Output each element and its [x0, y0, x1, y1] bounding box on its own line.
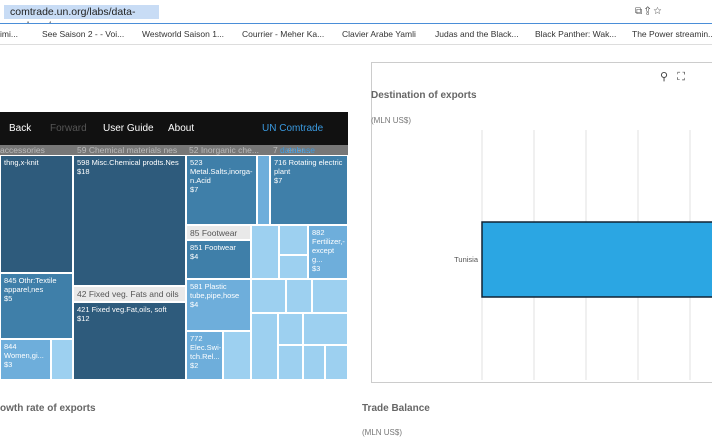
bookmark[interactable]: Courrier - Meher Ka...: [242, 29, 325, 39]
treemap-header: 52 Inorganic che...: [189, 145, 259, 155]
label: $7: [190, 185, 199, 194]
treemap-header: accessories: [0, 145, 45, 155]
treemap-cell[interactable]: [223, 331, 251, 380]
bookmark[interactable]: imi...: [0, 29, 18, 39]
bookmark[interactable]: Clavier Arabe Yamli: [342, 29, 416, 39]
treemap-cell[interactable]: [279, 255, 308, 279]
label: $12: [77, 314, 90, 323]
label: $4: [190, 252, 199, 261]
label: $18: [77, 167, 90, 176]
treemap-cell[interactable]: [251, 225, 279, 279]
label: 851 Footwear: [190, 243, 236, 252]
treemap-cell[interactable]: 882 Fertilizer,-except g... $3: [308, 225, 348, 279]
treemap-cell[interactable]: [303, 345, 325, 380]
treemap-cell[interactable]: 421 Fixed veg.Fat,oils, soft $12: [73, 302, 186, 380]
chart-title: Destination of exports: [371, 90, 477, 101]
label: $5: [4, 294, 13, 303]
treemap-cell[interactable]: [303, 313, 348, 345]
treemap-cell[interactable]: 716 Rotating electric plant $7: [270, 155, 348, 225]
treemap-cell[interactable]: 851 Footwear $4: [186, 240, 251, 279]
bookmarks-bar: [0, 23, 712, 45]
section-unit: (MLN US$): [362, 428, 403, 437]
nav-guide[interactable]: User Guide: [103, 123, 154, 134]
treemap-cell[interactable]: 598 Misc.Chemical prodts.Nes $18: [73, 155, 186, 286]
browser-icons[interactable]: ⧉ ⇪ ☆: [635, 6, 662, 17]
treemap-cell[interactable]: thng,x-knit: [0, 155, 73, 273]
bookmark[interactable]: The Power streamin...: [632, 29, 712, 39]
treemap-cell[interactable]: [278, 313, 303, 345]
label: 844 Women,gi...: [4, 342, 44, 360]
nav-back[interactable]: Back: [9, 123, 32, 134]
label: 716 Rotating electric plant: [274, 158, 343, 176]
label: $7: [274, 176, 283, 185]
label: 421 Fixed veg.Fat,oils, soft: [77, 305, 167, 314]
treemap-cell[interactable]: [251, 279, 286, 313]
label: 845 Othr:Textile apparel,nes: [4, 276, 57, 294]
bookmark[interactable]: Westworld Saison 1...: [142, 29, 225, 39]
nav-brand-2[interactable]: database: [280, 145, 315, 155]
treemap-header: 59 Chemical materials nes: [77, 145, 178, 155]
bookmark[interactable]: Judas and the Black...: [435, 29, 519, 39]
panel-icons[interactable]: ⚲ ⛶: [660, 71, 685, 83]
treemap-cell[interactable]: [51, 339, 73, 380]
bar[interactable]: [481, 221, 712, 298]
url[interactable]: comtrade.un.org/labs/data-explorer/: [4, 5, 159, 32]
exports-chart: Tunisia: [454, 130, 712, 380]
treemap-group: 42 Fixed veg. Fats and oils: [73, 286, 186, 302]
chart-unit: (MLN US$): [371, 116, 412, 125]
bookmark[interactable]: Black Panther: Wak...: [535, 29, 617, 39]
treemap-cell[interactable]: [312, 279, 348, 313]
nav-brand[interactable]: UN Comtrade: [262, 123, 324, 134]
label: 581 Plastic tube,pipe,hose: [190, 282, 240, 300]
label: 772 Elec.Swi-tch.Rel...: [190, 334, 222, 361]
label: $3: [4, 360, 13, 369]
label: thng,x-knit: [4, 158, 39, 167]
label: 598 Misc.Chemical prodts.Nes: [77, 158, 179, 167]
treemap-cell[interactable]: [325, 345, 348, 380]
label: $3: [312, 264, 321, 273]
treemap-cell[interactable]: 844 Women,gi... $3: [0, 339, 51, 380]
label: $2: [190, 361, 199, 370]
label: 882 Fertilizer,-except g...: [312, 228, 345, 264]
exports-panel: [371, 62, 712, 383]
treemap-cell[interactable]: 523 Metal.Salts,inorga-n.Acid $7: [186, 155, 257, 225]
nav-about[interactable]: About: [168, 123, 195, 134]
treemap-headers: [0, 145, 348, 155]
treemap-cell[interactable]: [279, 225, 308, 255]
label: $4: [190, 300, 199, 309]
section-title: Trade Balance: [362, 403, 430, 414]
treemap-group: 85 Footwear: [186, 225, 251, 240]
treemap-cell[interactable]: [278, 345, 303, 380]
treemap-cell[interactable]: [286, 279, 312, 313]
label: 523 Metal.Salts,inorga-n.Acid: [190, 158, 253, 185]
treemap-cell[interactable]: 581 Plastic tube,pipe,hose $4: [186, 279, 251, 331]
treemap-cell[interactable]: 845 Othr:Textile apparel,nes $5: [0, 273, 73, 339]
category-label: Tunisia: [454, 255, 479, 264]
bookmark[interactable]: See Saison 2 - - Voi...: [42, 29, 125, 39]
nav-bar: [0, 112, 348, 145]
treemap-cell[interactable]: [257, 155, 270, 225]
treemap-cell[interactable]: 772 Elec.Swi-tch.Rel... $2: [186, 331, 223, 380]
address-bar[interactable]: comtrade.un.org/labs/data-explorer/ ⧉ ⇪ …: [0, 0, 712, 32]
treemap-cell[interactable]: [251, 313, 278, 380]
treemap-header: 7 ...ener...: [273, 145, 311, 155]
nav-forward: Forward: [50, 123, 87, 134]
section-title: owth rate of exports: [0, 403, 96, 414]
